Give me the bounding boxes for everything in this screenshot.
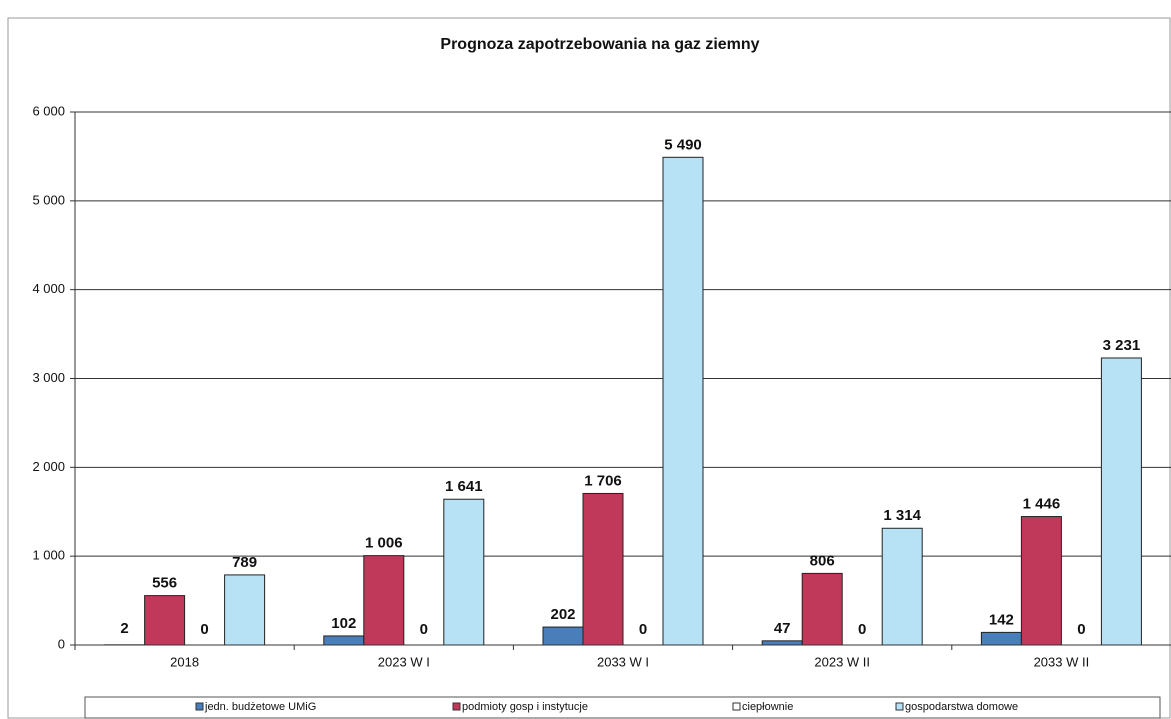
y-tick-label: 6 000 [32,103,65,118]
value-label: 1 446 [1023,496,1061,513]
x-tick-label: 2033 W I [597,654,649,669]
bar [662,156,704,646]
y-tick-label: 2 000 [32,459,65,474]
bar [443,498,485,646]
legend-label: podmioty gosp i instytucje [462,701,588,713]
value-label: 0 [858,621,866,638]
legend-swatch [895,702,904,711]
bar [582,492,624,646]
value-label: 3 231 [1103,337,1141,354]
value-label: 0 [639,621,647,638]
value-label: 1 006 [365,535,403,552]
y-tick-label: 0 [58,636,65,651]
bar [801,572,843,646]
bar [980,631,1022,646]
y-tick-label: 5 000 [32,192,65,207]
bar [542,626,584,646]
value-label: 1 641 [445,478,483,495]
x-tick-label: 2018 [170,654,199,669]
y-tick-label: 1 000 [32,548,65,563]
bar [144,595,186,646]
value-label: 806 [810,552,835,569]
bar [363,555,405,646]
value-label: 1 706 [584,472,622,489]
value-label: 47 [774,620,791,637]
legend-swatch [732,702,741,711]
value-label: 102 [331,615,356,632]
x-tick-label: 2023 W II [814,654,870,669]
bar [1020,516,1062,646]
value-label: 0 [200,621,208,638]
x-tick-label: 2033 W II [1034,654,1090,669]
bar [224,574,266,646]
bar [761,640,803,646]
legend-swatch [195,702,204,711]
chart-title: Prognoza zapotrzebowania na gaz ziemny [440,36,759,53]
legend-label: gospodarstwa domowe [905,701,1018,713]
value-label: 202 [550,606,575,623]
x-tick-label: 2023 W I [378,654,430,669]
legend-box [84,696,1161,719]
value-label: 5 490 [664,136,702,153]
bar [881,527,923,646]
bar [1100,357,1142,646]
legend-label: ciepłownie [742,701,793,713]
value-label: 556 [152,575,177,592]
value-label: 1 314 [883,507,921,524]
legend-label: jedn. budżetowe UMiG [204,701,316,713]
value-label: 2 [120,620,128,637]
y-tick-label: 4 000 [32,281,65,296]
value-label: 142 [989,611,1014,628]
value-label: 0 [1077,621,1085,638]
legend-swatch [452,702,461,711]
value-label: 0 [420,621,428,638]
y-tick-label: 3 000 [32,370,65,385]
bar [323,635,365,646]
value-label: 789 [232,554,257,571]
